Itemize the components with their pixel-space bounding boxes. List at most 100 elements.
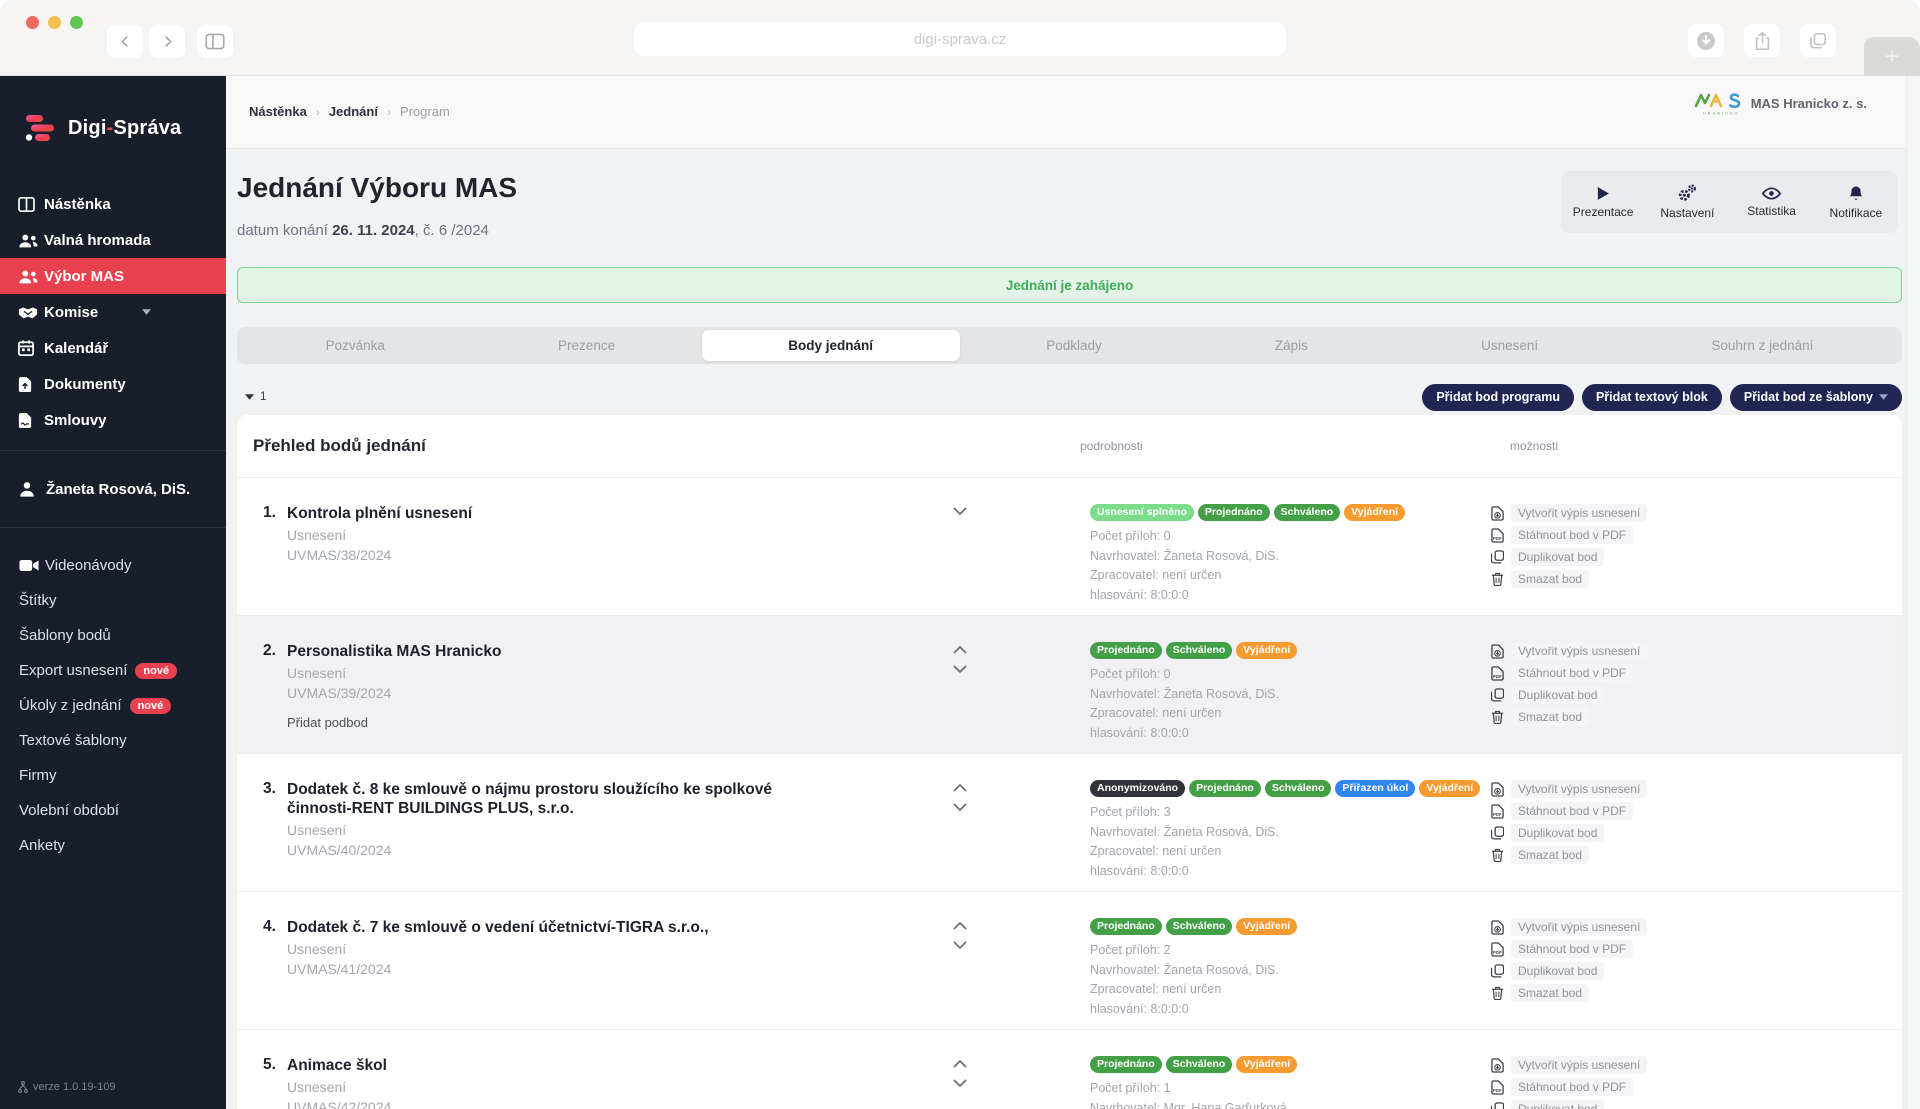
option-stahnout-bod-v-pdf-link[interactable]: PDF Stáhnout bod v PDF bbox=[1490, 1078, 1634, 1096]
url-bar[interactable]: digi-sprava.cz bbox=[634, 22, 1286, 56]
add-subitem-link[interactable]: Přidat podbod bbox=[287, 715, 368, 730]
move-up-button[interactable] bbox=[953, 921, 967, 930]
sidebar-item-komise[interactable]: Komise bbox=[0, 294, 226, 330]
option-vytvorit-vypis-usneseni-link[interactable]: Vytvořit výpis usnesení bbox=[1490, 918, 1648, 936]
option-duplikovat-bod-link[interactable]: Duplikovat bod bbox=[1490, 824, 1605, 842]
forward-button[interactable] bbox=[149, 25, 185, 58]
sidebar-item-label: Šablony bodů bbox=[19, 627, 111, 644]
pridat-textovy-blok-button[interactable]: Přidat textový blok bbox=[1581, 383, 1722, 411]
sidebar-item-volebni-obdobi[interactable]: Volební období bbox=[0, 793, 226, 828]
row-number: 1. bbox=[263, 504, 276, 521]
option-vytvorit-vypis-usneseni-link[interactable]: Vytvořit výpis usnesení bbox=[1490, 504, 1648, 522]
collapse-row-button[interactable] bbox=[953, 803, 967, 812]
pridat-bod-programu-button[interactable]: Přidat bod programu bbox=[1422, 383, 1574, 411]
sidebar-item-dokumenty[interactable]: Dokumenty bbox=[0, 366, 226, 402]
sidebar-item-stitky[interactable]: Štítky bbox=[0, 583, 226, 618]
move-up-button[interactable] bbox=[953, 1059, 967, 1068]
sidebar-toggle-button[interactable] bbox=[197, 25, 233, 58]
sidebar-item-export-usneseni[interactable]: Export usnesení nové bbox=[0, 653, 226, 688]
status-badge-schvaleno: Schváleno bbox=[1165, 918, 1233, 935]
sidebar-item-vybor-mas[interactable]: Výbor MAS bbox=[0, 258, 226, 294]
play-icon bbox=[1596, 186, 1610, 201]
tab-prezence[interactable]: Prezence bbox=[558, 338, 616, 353]
move-up-button[interactable] bbox=[953, 645, 967, 654]
option-stahnout-bod-v-pdf-link[interactable]: PDF Stáhnout bod v PDF bbox=[1490, 526, 1634, 544]
option-smazat-bod-link[interactable]: Smazat bod bbox=[1490, 708, 1590, 726]
sidebar-item-kalendar[interactable]: Kalendář bbox=[0, 330, 226, 366]
sidebar-item-smlouvy[interactable]: Smlouvy bbox=[0, 402, 226, 438]
detail-line: hlasování: 8:0:0:0 bbox=[1090, 863, 1189, 878]
collapse-row-button[interactable] bbox=[953, 941, 967, 950]
sidebar-item-nastenka[interactable]: Nástěnka bbox=[0, 186, 226, 222]
maximize-window-button[interactable] bbox=[70, 16, 83, 29]
tab-usneseni[interactable]: Usnesení bbox=[1481, 338, 1539, 353]
action-nastaveni-button[interactable]: Nastavení bbox=[1645, 184, 1729, 220]
url-text: digi-sprava.cz bbox=[913, 30, 1007, 48]
collapse-row-button[interactable] bbox=[953, 665, 967, 674]
row-number: 4. bbox=[263, 918, 276, 935]
option-stahnout-bod-v-pdf-link[interactable]: PDF Stáhnout bod v PDF bbox=[1490, 664, 1634, 682]
scrollbar-track[interactable] bbox=[1906, 76, 1920, 1109]
sidebar-item-textove-sablony[interactable]: Textové šablony bbox=[0, 723, 226, 758]
move-up-button[interactable] bbox=[953, 783, 967, 792]
tab-pozvanka[interactable]: Pozvánka bbox=[325, 338, 385, 353]
agenda-toolbar: 1 Přidat bod programu Přidat textový blok… bbox=[237, 382, 1902, 412]
tab-souhrn-z-jednani[interactable]: Souhrn z jednání bbox=[1711, 338, 1814, 353]
sidebar-item-sablony-bodu[interactable]: Šablony bodů bbox=[0, 618, 226, 653]
option-vytvorit-vypis-usneseni-link[interactable]: Vytvořit výpis usnesení bbox=[1490, 780, 1648, 798]
tab-zapis[interactable]: Zápis bbox=[1274, 338, 1308, 353]
row-title[interactable]: Kontrola plnění usnesení bbox=[287, 505, 473, 522]
action-statistika-button[interactable]: Statistika bbox=[1730, 186, 1814, 218]
row-type: Usnesení bbox=[287, 527, 347, 543]
option-duplikovat-bod-link[interactable]: Duplikovat bod bbox=[1490, 548, 1605, 566]
sidebar-item-valna-hromada[interactable]: Valná hromada bbox=[0, 222, 226, 258]
option-vytvorit-vypis-usneseni-link[interactable]: Vytvořit výpis usnesení bbox=[1490, 1056, 1648, 1074]
close-window-button[interactable] bbox=[26, 16, 39, 29]
pridat-bod-ze-sablony-button[interactable]: Přidat bod ze šablony bbox=[1729, 383, 1902, 411]
downloads-button[interactable] bbox=[1688, 24, 1724, 57]
option-smazat-bod-link[interactable]: Smazat bod bbox=[1490, 846, 1590, 864]
row-title[interactable]: Personalistika MAS Hranicko bbox=[287, 643, 502, 660]
option-duplikovat-bod-link[interactable]: Duplikovat bod bbox=[1490, 686, 1605, 704]
detail-line: Počet příloh: 2 bbox=[1090, 943, 1171, 957]
chevron-down-icon bbox=[953, 1079, 967, 1088]
sidebar-item-ukoly-z-jednani[interactable]: Úkoly z jednání nové bbox=[0, 688, 226, 723]
action-notifikace-button[interactable]: Notifikace bbox=[1814, 185, 1898, 220]
option-smazat-bod-link[interactable]: Smazat bod bbox=[1490, 984, 1590, 1002]
agenda-row-2: 2. Personalistika MAS Hranicko Usnesení UVM… bbox=[237, 616, 1902, 754]
users-icon bbox=[18, 233, 39, 248]
agenda-row-5: 5. Animace škol Usnesení UVMAS/42/2024 Proje… bbox=[237, 1030, 1902, 1109]
option-stahnout-bod-v-pdf-link[interactable]: PDF Stáhnout bod v PDF bbox=[1490, 940, 1634, 958]
new-tab-button[interactable]: + bbox=[1864, 37, 1920, 76]
duplicate-icon bbox=[1490, 1102, 1505, 1109]
sidebar-item-firmy[interactable]: Firmy bbox=[0, 758, 226, 793]
svg-text:PDF: PDF bbox=[1493, 950, 1502, 955]
breadcrumb-item-nastenka[interactable]: Nástěnka bbox=[249, 104, 307, 119]
share-button[interactable] bbox=[1744, 24, 1780, 57]
sidebar-item-ankety[interactable]: Ankety bbox=[0, 828, 226, 863]
option-vytvorit-vypis-usneseni-link[interactable]: Vytvořit výpis usnesení bbox=[1490, 642, 1648, 660]
sidebar-item-videonavody[interactable]: Videonávody bbox=[0, 548, 226, 583]
trash-icon bbox=[1490, 986, 1505, 1000]
row-title[interactable]: Dodatek č. 8 ke smlouvě o nájmu prostoru… bbox=[287, 781, 772, 817]
breadcrumb-item-jednani[interactable]: Jednání bbox=[328, 104, 378, 119]
minimize-window-button[interactable] bbox=[48, 16, 61, 29]
back-button[interactable] bbox=[107, 25, 143, 58]
user-menu[interactable]: Žaneta Rosová, DiS. bbox=[0, 451, 226, 527]
row-title[interactable]: Animace škol bbox=[287, 1057, 387, 1074]
option-smazat-bod-link[interactable]: Smazat bod bbox=[1490, 570, 1590, 588]
row-title[interactable]: Dodatek č. 7 ke smlouvě o vedení účetnic… bbox=[287, 919, 709, 936]
collapse-toggle[interactable]: 1 bbox=[245, 391, 266, 403]
app-logo[interactable]: Digi-Správa bbox=[0, 76, 226, 146]
action-prezentace-button[interactable]: Prezentace bbox=[1561, 186, 1645, 219]
duplicate-icon bbox=[1490, 550, 1505, 564]
row-type: Usnesení bbox=[287, 665, 347, 681]
collapse-row-button[interactable] bbox=[953, 1079, 967, 1088]
option-duplikovat-bod-link[interactable]: Duplikovat bod bbox=[1490, 962, 1605, 980]
option-duplikovat-bod-link[interactable]: Duplikovat bod bbox=[1490, 1100, 1605, 1109]
option-stahnout-bod-v-pdf-link[interactable]: PDF Stáhnout bod v PDF bbox=[1490, 802, 1634, 820]
collapse-row-button[interactable] bbox=[953, 507, 967, 516]
tab-overview-button[interactable] bbox=[1800, 24, 1836, 57]
tab-podklady[interactable]: Podklady bbox=[1046, 338, 1102, 353]
tab-body-jednani[interactable]: Body jednání bbox=[701, 330, 960, 361]
